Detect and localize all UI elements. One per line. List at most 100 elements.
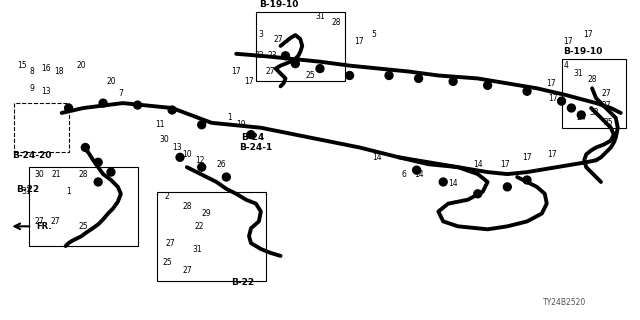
- Circle shape: [474, 190, 482, 198]
- Text: 4: 4: [564, 61, 569, 70]
- Circle shape: [523, 87, 531, 95]
- Text: 27: 27: [51, 217, 61, 226]
- Circle shape: [346, 72, 353, 79]
- Text: 13: 13: [41, 87, 51, 96]
- Text: 10: 10: [182, 150, 192, 159]
- Text: 32: 32: [589, 108, 599, 117]
- Text: 31: 31: [21, 187, 31, 196]
- Text: 22: 22: [195, 222, 204, 231]
- Text: 3: 3: [259, 29, 263, 39]
- Text: 29: 29: [202, 209, 211, 218]
- Circle shape: [134, 101, 141, 109]
- Text: 6: 6: [401, 170, 406, 179]
- Text: 28: 28: [331, 18, 340, 27]
- Text: 7: 7: [118, 89, 124, 98]
- Text: 30: 30: [34, 170, 44, 179]
- Text: 2: 2: [165, 192, 170, 201]
- Text: 17: 17: [522, 153, 532, 162]
- Circle shape: [577, 111, 585, 119]
- Text: 15: 15: [17, 61, 27, 70]
- Text: 17: 17: [244, 77, 254, 86]
- Text: 21: 21: [51, 170, 61, 179]
- Text: 17: 17: [564, 37, 573, 46]
- Text: 17: 17: [547, 150, 557, 159]
- Circle shape: [99, 99, 107, 107]
- Text: B-19-10: B-19-10: [259, 0, 298, 9]
- Circle shape: [65, 104, 72, 112]
- Circle shape: [107, 168, 115, 176]
- Text: 26: 26: [216, 160, 226, 169]
- Text: 11: 11: [156, 120, 165, 129]
- Circle shape: [94, 158, 102, 166]
- Text: B-24-20: B-24-20: [12, 151, 52, 160]
- Text: 24: 24: [577, 113, 586, 122]
- Text: 17: 17: [500, 160, 510, 169]
- Text: 25: 25: [163, 258, 172, 267]
- Circle shape: [176, 153, 184, 161]
- Bar: [14, 103, 68, 152]
- Text: 13: 13: [172, 143, 182, 152]
- Circle shape: [81, 143, 90, 151]
- Circle shape: [484, 81, 492, 89]
- Text: 32: 32: [254, 51, 264, 60]
- Circle shape: [557, 97, 566, 105]
- Text: 17: 17: [232, 67, 241, 76]
- Text: 17: 17: [355, 37, 364, 46]
- Text: 9: 9: [29, 84, 35, 93]
- Circle shape: [222, 173, 230, 181]
- Text: B-22: B-22: [17, 185, 40, 194]
- Text: 1: 1: [66, 187, 71, 196]
- Text: 27: 27: [182, 266, 192, 275]
- Text: FR.: FR.: [36, 222, 52, 231]
- Text: 8: 8: [29, 67, 35, 76]
- Text: 14: 14: [414, 170, 424, 179]
- Bar: [157, 192, 266, 281]
- Text: 27: 27: [601, 89, 611, 98]
- Text: 20: 20: [106, 77, 116, 86]
- Circle shape: [168, 106, 176, 114]
- Text: 28: 28: [79, 170, 88, 179]
- Circle shape: [523, 176, 531, 184]
- Text: 25: 25: [79, 222, 88, 231]
- Circle shape: [415, 75, 422, 82]
- Circle shape: [198, 121, 205, 129]
- Text: 17: 17: [548, 94, 557, 103]
- Circle shape: [198, 163, 205, 171]
- Bar: [256, 12, 345, 81]
- Circle shape: [413, 166, 420, 174]
- Circle shape: [385, 72, 393, 79]
- Circle shape: [94, 178, 102, 186]
- Text: 14: 14: [372, 153, 382, 162]
- Text: 28: 28: [588, 75, 597, 84]
- Text: 30: 30: [159, 135, 169, 144]
- Circle shape: [449, 77, 457, 85]
- Circle shape: [282, 52, 289, 60]
- Text: TY24B2520: TY24B2520: [543, 298, 586, 307]
- Circle shape: [247, 131, 255, 139]
- Bar: [29, 167, 138, 246]
- Bar: [561, 59, 626, 128]
- Text: 23: 23: [268, 51, 278, 60]
- Text: 16: 16: [41, 64, 51, 73]
- Text: 27: 27: [165, 239, 175, 248]
- Circle shape: [568, 104, 575, 112]
- Text: 27: 27: [601, 100, 611, 109]
- Text: 31: 31: [315, 12, 325, 21]
- Text: B-19-10: B-19-10: [564, 47, 603, 56]
- Text: 25: 25: [603, 118, 612, 127]
- Text: 28: 28: [182, 202, 191, 211]
- Text: 14: 14: [473, 160, 483, 169]
- Text: 12: 12: [195, 156, 204, 165]
- Text: 20: 20: [77, 61, 86, 70]
- Circle shape: [316, 65, 324, 73]
- Text: 27: 27: [274, 35, 284, 44]
- Text: B-24-1: B-24-1: [239, 143, 273, 152]
- Text: 27: 27: [266, 67, 275, 76]
- Circle shape: [504, 183, 511, 191]
- Text: 5: 5: [372, 29, 377, 39]
- Text: 31: 31: [573, 69, 583, 78]
- Text: 1: 1: [227, 113, 232, 122]
- Circle shape: [439, 178, 447, 186]
- Text: 19: 19: [236, 120, 246, 129]
- Text: 17: 17: [546, 79, 556, 88]
